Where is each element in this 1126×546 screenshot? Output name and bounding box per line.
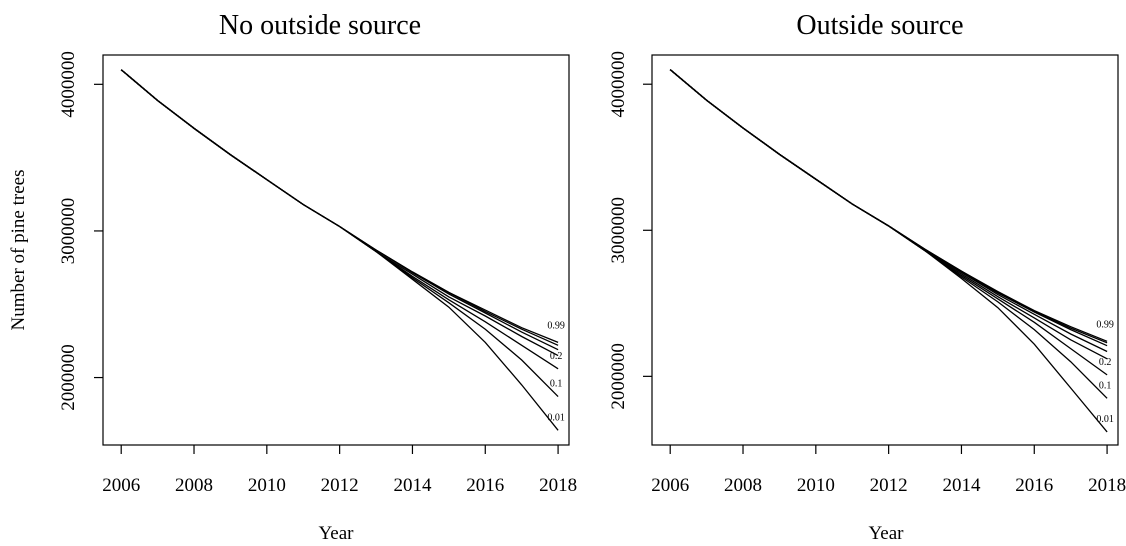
x-tick-label: 2008 <box>724 475 762 496</box>
series-line-4 <box>669 69 1108 353</box>
series-line-0-01 <box>120 69 559 431</box>
series-label-0-2: 0.2 <box>1099 357 1112 368</box>
y-tick-label: 3000000 <box>58 198 79 265</box>
series-line-0-1 <box>120 69 559 398</box>
y-tick-label: 4000000 <box>608 51 629 118</box>
series-line-0-01 <box>669 69 1108 433</box>
series-line-0-99 <box>669 69 1108 342</box>
series-line-3 <box>120 69 559 351</box>
shared-y-axis-label: Number of pine trees <box>8 170 29 331</box>
panel-no-outside-source: No outside source Year 2006 2008 2010 2012 201… <box>58 10 577 544</box>
panel-outside-source: Outside source Year 2006 2008 2010 2012 2014 20… <box>608 10 1126 544</box>
y-tick-label: 2000000 <box>608 343 629 410</box>
x-tick-label: 2006 <box>651 475 689 496</box>
x-tick-label: 2018 <box>539 475 577 496</box>
series-label-0-2: 0.2 <box>550 351 563 362</box>
series-line-0-2 <box>120 69 559 370</box>
x-tick-label: 2016 <box>466 475 504 496</box>
x-tick-label: 2014 <box>942 475 981 496</box>
x-tick-label: 2010 <box>248 475 286 496</box>
y-tick-label: 4000000 <box>58 51 79 118</box>
x-tick-label: 2006 <box>102 475 140 496</box>
plot-frame <box>651 54 1119 446</box>
series-label-0-99: 0.99 <box>1096 319 1114 330</box>
series-line-3 <box>669 69 1108 347</box>
x-tick-label: 2012 <box>321 475 359 496</box>
x-tick-label: 2014 <box>393 475 432 496</box>
series-line-2 <box>120 69 559 346</box>
series-line-4 <box>120 69 559 357</box>
series-label-0-1: 0.1 <box>1099 380 1112 391</box>
series-label-0-99: 0.99 <box>547 320 565 331</box>
chart-title: No outside source <box>219 10 421 41</box>
series-label-0-01: 0.01 <box>1096 414 1114 425</box>
chart-title: Outside source <box>796 10 963 41</box>
series-line-0-1 <box>669 69 1108 399</box>
x-tick-label: 2018 <box>1088 475 1126 496</box>
series-label-0-01: 0.01 <box>547 412 565 423</box>
series-line-0-99 <box>120 69 559 344</box>
y-tick-label: 2000000 <box>58 344 79 411</box>
series-line-0-2 <box>669 69 1108 376</box>
x-axis-label: Year <box>868 523 904 544</box>
y-tick-label: 3000000 <box>608 197 629 263</box>
x-axis-label: Year <box>318 523 354 544</box>
plot-frame <box>102 54 570 446</box>
x-tick-label: 2012 <box>870 475 908 496</box>
x-tick-label: 2008 <box>175 475 213 496</box>
x-tick-label: 2016 <box>1015 475 1053 496</box>
series-label-0-1: 0.1 <box>550 379 563 390</box>
series-line-2 <box>669 69 1108 344</box>
x-tick-label: 2010 <box>797 475 835 496</box>
